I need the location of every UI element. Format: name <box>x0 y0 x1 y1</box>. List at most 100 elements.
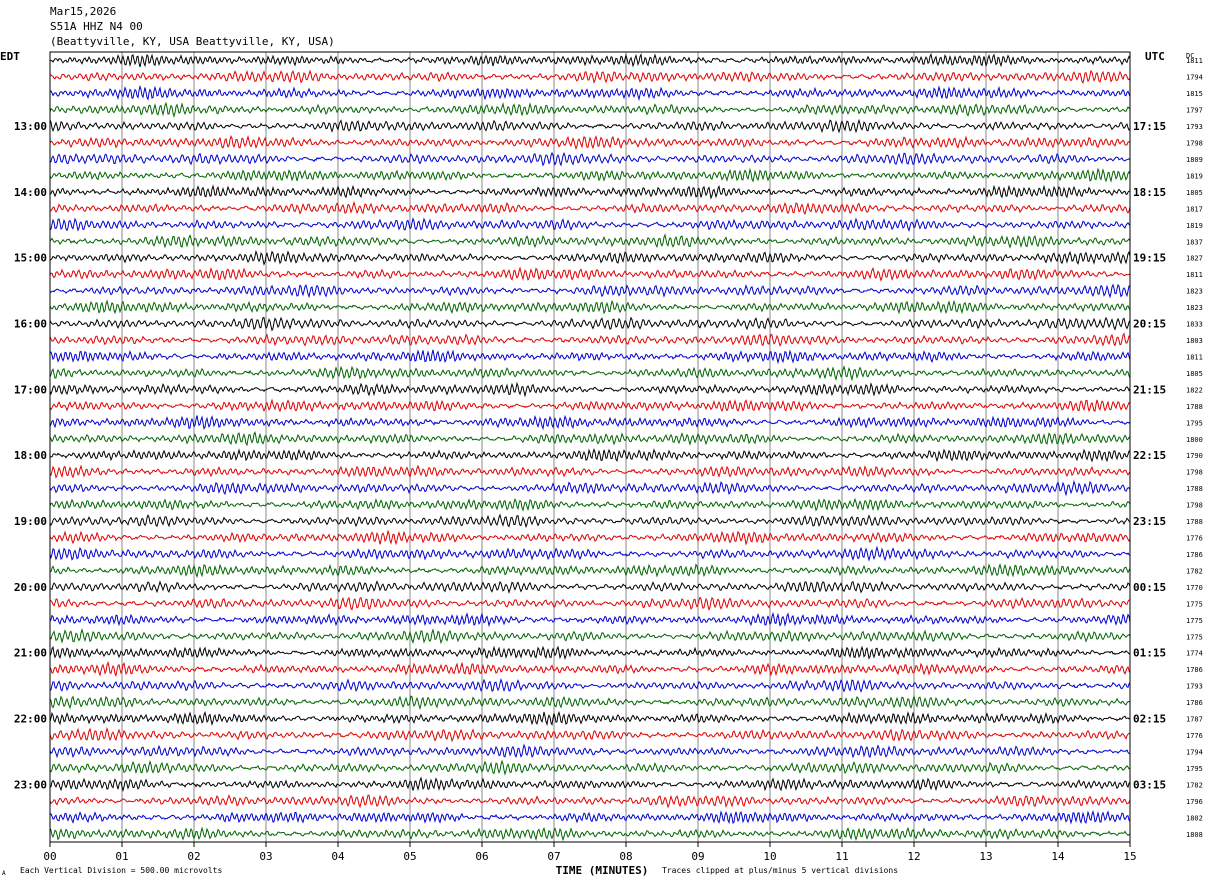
trace-22 <box>49 398 1131 413</box>
x-tick-14: 14 <box>1051 850 1065 863</box>
trace-45 <box>50 776 1131 792</box>
right-hour-labels: 17:15 18:15 19:15 20:15 21:15 22:15 23:15 00:15… <box>1133 120 1166 791</box>
dc-offset-label: 1817 <box>1186 205 1203 213</box>
dc-offset-label: 1775 <box>1186 633 1203 641</box>
trace-9 <box>49 184 1131 200</box>
trace-25 <box>50 447 1131 463</box>
left-hour-label: 17:00 <box>14 383 47 396</box>
dc-offset-label: 1822 <box>1186 386 1203 394</box>
trace-36 <box>49 627 1131 645</box>
corner-mark: A <box>2 870 6 877</box>
right-hour-label: 00:15 <box>1133 581 1166 594</box>
dc-offset-label: 1790 <box>1186 452 1203 460</box>
dc-offset-label: 1802 <box>1186 814 1203 822</box>
plot-channel: S51A HHZ N4 00 <box>50 20 143 33</box>
dc-offset-label: 1833 <box>1186 321 1203 329</box>
left-hour-label: 18:00 <box>14 449 47 462</box>
x-tick-11: 11 <box>835 850 848 863</box>
trace-44 <box>49 759 1130 776</box>
dc-offset-label: 1823 <box>1186 304 1203 312</box>
x-tick-13: 13 <box>979 850 992 863</box>
trace-14 <box>49 266 1131 282</box>
trace-18 <box>49 332 1131 347</box>
dc-offset-label: 1819 <box>1186 172 1203 180</box>
trace-20 <box>49 365 1131 382</box>
trace-11 <box>49 217 1131 233</box>
right-hour-label: 17:15 <box>1133 120 1166 133</box>
trace-37 <box>49 645 1131 661</box>
x-tick-09: 09 <box>691 850 704 863</box>
dc-offset-label: 1798 <box>1186 469 1203 477</box>
dc-offset-label: 1786 <box>1186 699 1203 707</box>
right-hour-label: 22:15 <box>1133 449 1166 462</box>
x-tick-07: 07 <box>547 850 560 863</box>
clip-note: Traces clipped at plus/minus 5 vertical … <box>662 866 899 875</box>
trace-28 <box>49 497 1131 512</box>
plot-location: (Beattyville, KY, USA Beattyville, KY, U… <box>50 35 335 48</box>
right-hour-label: 19:15 <box>1133 252 1166 265</box>
dc-offset-label: 1787 <box>1186 716 1203 724</box>
trace-41 <box>49 710 1131 727</box>
trace-29 <box>49 513 1131 529</box>
dc-offset-label: 1805 <box>1186 370 1203 378</box>
dc-offset-label: 1794 <box>1186 748 1203 756</box>
dc-offset-label: 1788 <box>1186 403 1203 411</box>
trace-15 <box>49 283 1131 299</box>
left-hour-label: 23:00 <box>14 778 47 791</box>
trace-7 <box>49 151 1131 167</box>
trace-5 <box>49 118 1131 134</box>
dc-offset-label: 1797 <box>1186 107 1203 115</box>
dc-offset-label: 1808 <box>1186 831 1203 839</box>
x-tick-08: 08 <box>619 850 632 863</box>
dc-offset-label: 1811 <box>1186 353 1203 361</box>
trace-21 <box>49 381 1131 398</box>
dc-offset-label: 1823 <box>1186 288 1203 296</box>
trace-43 <box>49 743 1131 759</box>
trace-23 <box>49 414 1131 431</box>
dc-offset-label: 1795 <box>1186 419 1203 427</box>
trace-17 <box>49 316 1131 332</box>
trace-6 <box>49 134 1131 150</box>
left-hour-label: 14:00 <box>14 186 47 199</box>
trace-10 <box>49 200 1131 216</box>
dc-offset-label: 1815 <box>1186 90 1203 98</box>
right-hour-label: 21:15 <box>1133 383 1166 396</box>
x-tick-03: 03 <box>259 850 272 863</box>
right-axis-label: UTC <box>1145 50 1165 63</box>
trace-39 <box>49 677 1131 693</box>
trace-48 <box>49 826 1131 842</box>
dc-offset-label: 1782 <box>1186 781 1203 789</box>
trace-3 <box>49 84 1131 102</box>
left-hour-label: 13:00 <box>14 120 47 133</box>
dc-offset-label: 1776 <box>1186 535 1203 543</box>
trace-38 <box>49 660 1131 678</box>
trace-19 <box>49 349 1131 365</box>
dc-offset-label: 1819 <box>1186 222 1203 230</box>
trace-4 <box>49 101 1131 118</box>
x-tick-02: 02 <box>187 850 200 863</box>
trace-1 <box>49 53 1131 68</box>
dc-offset-label: 1775 <box>1186 600 1203 608</box>
trace-30 <box>49 529 1131 546</box>
dc-offset-label: 1782 <box>1186 567 1203 575</box>
left-hour-label: 22:00 <box>14 713 47 726</box>
x-tick-00: 00 <box>43 850 56 863</box>
dc-offset-label: 1805 <box>1186 189 1203 197</box>
trace-27 <box>49 479 1131 497</box>
scale-note: Each Vertical Division = 500.00 microvol… <box>20 866 223 875</box>
right-hour-label: 23:15 <box>1133 515 1166 528</box>
dc-offset-label: 1793 <box>1186 123 1203 131</box>
dc-offset-label: 1809 <box>1186 156 1203 164</box>
dc-offset-label: 1811 <box>1186 57 1203 65</box>
x-tick-06: 06 <box>475 850 488 863</box>
trace-47 <box>49 809 1131 825</box>
plot-frame <box>49 51 1131 843</box>
trace-34 <box>50 596 1131 611</box>
trace-2 <box>50 69 1131 84</box>
dc-offset-label: 1794 <box>1186 74 1203 82</box>
dc-offset-label: 1811 <box>1186 271 1203 279</box>
x-tick-04: 04 <box>331 850 345 863</box>
time-gridlines <box>121 52 1059 842</box>
dc-offset-label: 1827 <box>1186 255 1203 263</box>
